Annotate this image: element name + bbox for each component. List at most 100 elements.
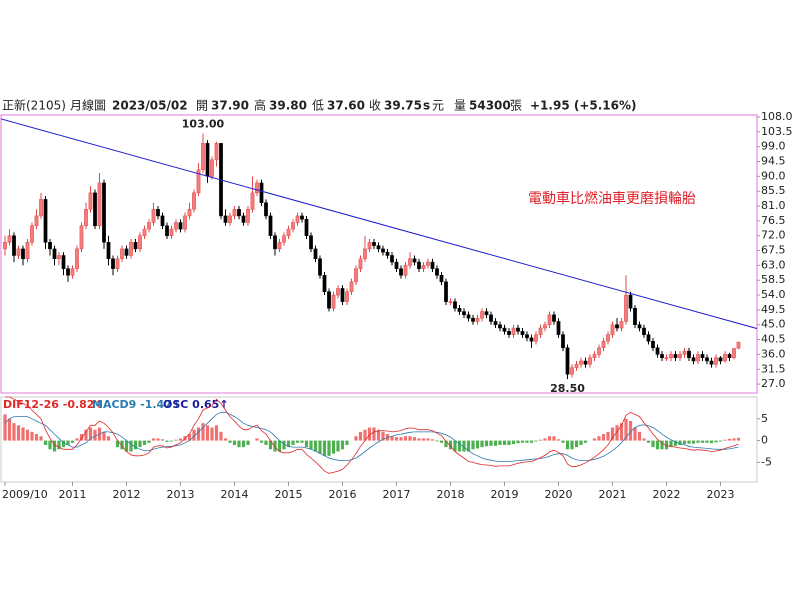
osc-bar [232, 440, 237, 445]
osc-bar [196, 427, 201, 441]
y-tick-label: 40.5 [761, 333, 786, 346]
candle-body [246, 209, 250, 223]
candle-body [606, 334, 610, 342]
osc-bar [21, 427, 25, 441]
osc-bar [142, 440, 147, 445]
volume-label: 量 [454, 99, 466, 113]
candle-body [358, 258, 363, 269]
osc-bar [426, 438, 430, 441]
osc-bar [16, 425, 21, 441]
candle-body [367, 242, 372, 250]
osc-bar [246, 440, 250, 445]
osc-bar [61, 440, 66, 448]
candle-body [241, 215, 246, 223]
candle-body [709, 360, 714, 365]
candle-body [363, 248, 367, 260]
osc-bar [628, 420, 633, 441]
candle-body [637, 324, 642, 329]
candle-body [385, 251, 390, 256]
low-label: 低 [312, 99, 324, 113]
osc-bar [538, 439, 543, 441]
osc-bar [732, 438, 736, 441]
osc-bar [268, 440, 273, 450]
candle-body [12, 235, 16, 256]
x-tick-label: 2020 [545, 488, 573, 501]
x-tick-label: 2022 [653, 488, 681, 501]
candle-body [664, 357, 669, 359]
candle-body [669, 354, 673, 358]
candle-body [718, 357, 723, 362]
x-tick-label: 2021 [599, 488, 627, 501]
y-tick-label: 103.5 [761, 125, 793, 138]
candle-body [250, 192, 255, 210]
osc-bar [345, 440, 349, 445]
candle-body [309, 235, 313, 250]
candle-body [493, 321, 498, 325]
candle-body [381, 248, 385, 253]
candle-body [228, 215, 232, 223]
candle-body [646, 334, 651, 342]
osc-bar [498, 440, 502, 445]
x-tick-label: 2019 [491, 488, 519, 501]
osc-bar [34, 434, 39, 441]
osc-bar [291, 440, 295, 445]
osc-bar [237, 440, 241, 448]
osc-bar [322, 440, 327, 456]
y-tick-label: 58.5 [761, 273, 786, 286]
candle-body [178, 222, 183, 230]
x-tick-label: 2018 [437, 488, 465, 501]
candle-body [39, 199, 43, 217]
candle-body [412, 258, 417, 263]
osc-bar [700, 440, 705, 443]
candle-body [268, 215, 273, 236]
y-tick-label: 108.0 [761, 110, 793, 123]
candle-body [592, 354, 597, 358]
osc-bar [516, 440, 520, 444]
osc-bar [39, 436, 43, 441]
osc-bar [241, 440, 246, 448]
candle-body [727, 354, 732, 358]
candle-body [529, 337, 534, 342]
osc-bar [601, 434, 606, 441]
candle-body [579, 360, 583, 365]
osc-bar [439, 440, 444, 443]
candle-body [489, 314, 493, 322]
osc-bar [448, 440, 453, 450]
candle-body [147, 222, 151, 230]
candle-body [534, 334, 538, 342]
osc-bar [417, 438, 421, 441]
osc-bar [210, 427, 214, 441]
osc-bar [565, 440, 570, 450]
osc-bar [403, 436, 408, 441]
osc-bar [327, 440, 331, 456]
osc-bar [174, 439, 178, 441]
candle-body [201, 143, 205, 170]
osc-bar [390, 436, 394, 441]
candle-body [556, 321, 561, 335]
high-value: 39.80 [269, 99, 307, 113]
osc-bar [219, 431, 223, 441]
osc-bar [169, 440, 174, 442]
candle-body [574, 364, 579, 368]
candle-body [552, 314, 556, 322]
candle-body [511, 327, 516, 335]
candle-body [277, 242, 282, 250]
candle-body [34, 215, 39, 227]
osc-bar [124, 440, 129, 452]
macd-tick-label: -5 [761, 455, 772, 468]
osc-bar [75, 438, 79, 441]
candle-body [507, 331, 511, 335]
x-tick-label: 2012 [113, 488, 141, 501]
osc-bar [394, 437, 399, 441]
candle-body [120, 248, 124, 260]
macd-line [4, 411, 739, 462]
candle-body [48, 242, 52, 250]
trendline [1, 118, 757, 330]
stock-name: 正新(2105) [2, 98, 66, 113]
osc-bar [12, 423, 16, 441]
candle-body [111, 258, 115, 269]
y-tick-label: 90.0 [761, 169, 786, 182]
osc-bar [619, 423, 624, 441]
macd-tick-label: 5 [761, 412, 768, 425]
osc-bar [543, 438, 547, 441]
